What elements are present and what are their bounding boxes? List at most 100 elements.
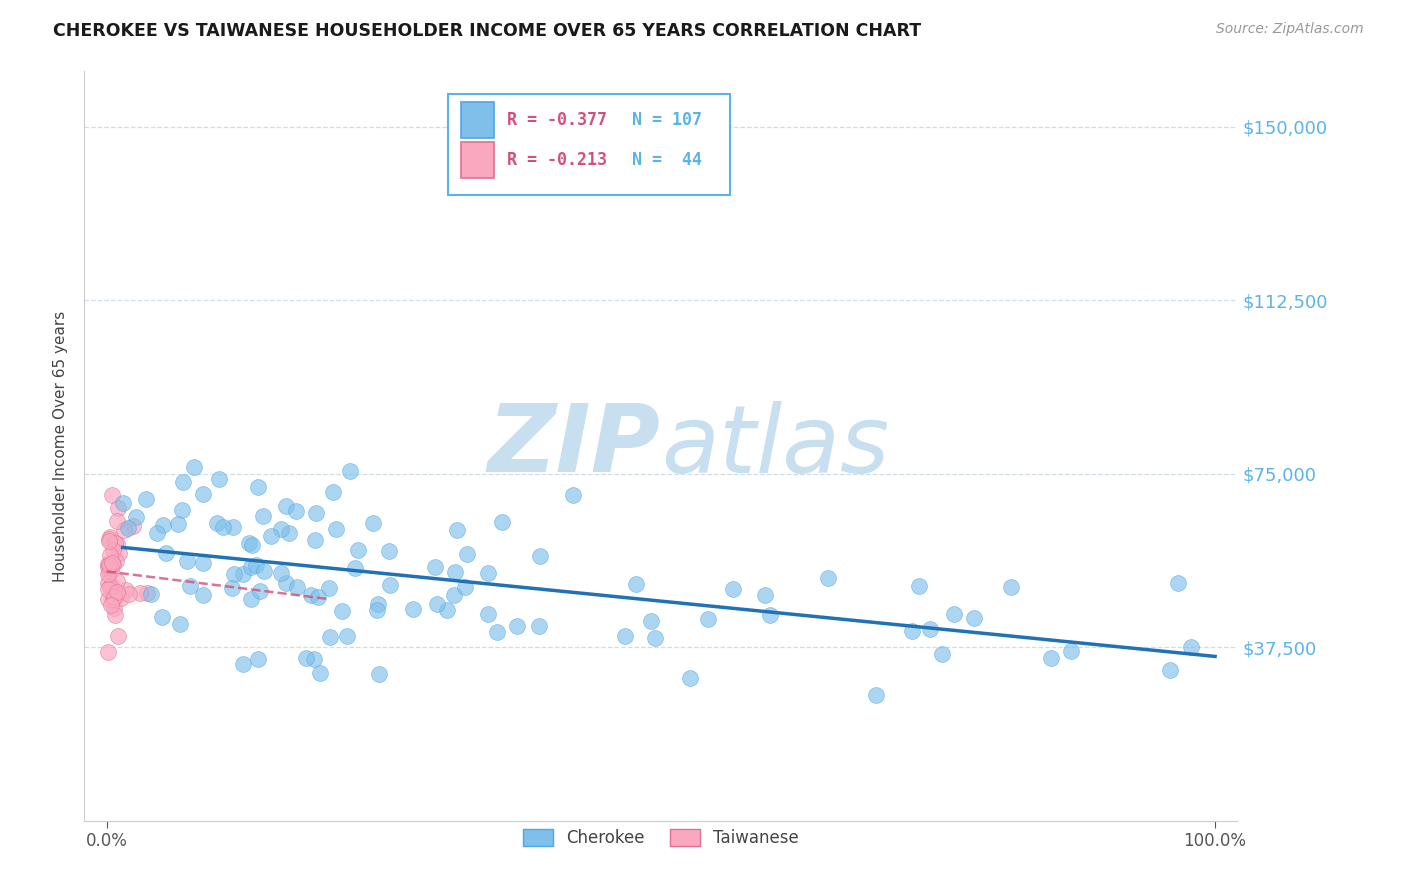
Cherokee (1159, 664, 1181, 678)
Bar (461, 142, 494, 178)
Cherokee (679, 671, 702, 685)
Cherokee (920, 622, 942, 636)
Text: R = -0.213: R = -0.213 (508, 151, 607, 169)
Cherokee (305, 507, 328, 521)
Taiwanese (97, 566, 120, 581)
Cherokee (817, 571, 839, 585)
Text: N = 107: N = 107 (633, 112, 702, 129)
Cherokee (249, 584, 271, 599)
Cherokee (172, 503, 194, 517)
Cherokee (247, 480, 270, 494)
Taiwanese (97, 575, 120, 590)
Cherokee (336, 628, 359, 642)
Cherokee (614, 629, 637, 643)
Text: R = -0.377: R = -0.377 (508, 112, 607, 129)
Bar (461, 102, 494, 138)
Cherokee (302, 651, 325, 665)
Taiwanese (97, 560, 120, 574)
Taiwanese (100, 564, 122, 578)
Cherokee (299, 588, 322, 602)
Cherokee (117, 521, 139, 535)
Cherokee (865, 688, 887, 702)
Taiwanese (105, 514, 128, 528)
Taiwanese (101, 488, 124, 502)
Cherokee (167, 517, 190, 532)
Cherokee (238, 536, 260, 550)
Cherokee (962, 611, 984, 625)
Cherokee (183, 460, 205, 475)
Cherokee (367, 667, 389, 681)
Legend: Cherokee, Taiwanese: Cherokee, Taiwanese (516, 822, 806, 854)
Cherokee (222, 519, 245, 533)
Cherokee (908, 579, 931, 593)
Taiwanese (107, 629, 129, 643)
Taiwanese (104, 553, 127, 567)
Cherokee (754, 588, 776, 602)
Taiwanese (105, 584, 128, 599)
Cherokee (146, 526, 169, 541)
Cherokee (240, 538, 263, 552)
Cherokee (247, 651, 270, 665)
Cherokee (221, 582, 243, 596)
Taiwanese (110, 591, 132, 605)
Taiwanese (115, 582, 138, 597)
Cherokee (1180, 640, 1202, 654)
Cherokee (696, 613, 718, 627)
Cherokee (287, 580, 309, 594)
Cherokee (295, 651, 318, 665)
Cherokee (155, 546, 177, 560)
Cherokee (1060, 643, 1083, 657)
Cherokee (239, 560, 262, 574)
Cherokee (644, 631, 666, 645)
Y-axis label: Householder Income Over 65 years: Householder Income Over 65 years (53, 310, 69, 582)
Cherokee (125, 509, 148, 524)
Cherokee (224, 566, 246, 581)
Taiwanese (103, 600, 125, 615)
Cherokee (309, 666, 332, 681)
Cherokee (721, 582, 744, 596)
Taiwanese (118, 587, 141, 601)
FancyBboxPatch shape (447, 94, 730, 195)
Cherokee (426, 597, 449, 611)
Cherokee (491, 515, 513, 529)
Cherokee (211, 520, 233, 534)
Taiwanese (103, 591, 125, 605)
Cherokee (380, 578, 402, 592)
Taiwanese (103, 557, 125, 571)
Cherokee (307, 590, 329, 604)
Cherokee (274, 575, 297, 590)
Taiwanese (98, 531, 121, 545)
Cherokee (402, 602, 425, 616)
Taiwanese (100, 556, 122, 570)
Cherokee (208, 472, 231, 486)
Taiwanese (97, 592, 120, 607)
Taiwanese (104, 535, 127, 549)
Cherokee (205, 516, 228, 530)
Cherokee (191, 588, 214, 602)
Taiwanese (97, 645, 120, 659)
Cherokee (436, 603, 458, 617)
Cherokee (260, 529, 283, 543)
Cherokee (477, 566, 499, 581)
Cherokee (366, 603, 388, 617)
Taiwanese (100, 598, 122, 612)
Cherokee (240, 591, 263, 606)
Cherokee (900, 624, 922, 639)
Taiwanese (105, 587, 128, 601)
Cherokee (942, 607, 965, 621)
Taiwanese (121, 519, 143, 533)
Cherokee (1000, 580, 1022, 594)
Taiwanese (98, 534, 121, 549)
Cherokee (529, 549, 551, 564)
Cherokee (191, 487, 214, 501)
Taiwanese (97, 557, 120, 571)
Cherokee (453, 580, 475, 594)
Cherokee (276, 500, 298, 514)
Taiwanese (97, 558, 120, 572)
Cherokee (270, 522, 292, 536)
Text: Source: ZipAtlas.com: Source: ZipAtlas.com (1216, 22, 1364, 37)
Cherokee (363, 516, 385, 530)
Text: CHEROKEE VS TAIWANESE HOUSEHOLDER INCOME OVER 65 YEARS CORRELATION CHART: CHEROKEE VS TAIWANESE HOUSEHOLDER INCOME… (53, 22, 921, 40)
Cherokee (485, 624, 508, 639)
Taiwanese (98, 532, 121, 546)
